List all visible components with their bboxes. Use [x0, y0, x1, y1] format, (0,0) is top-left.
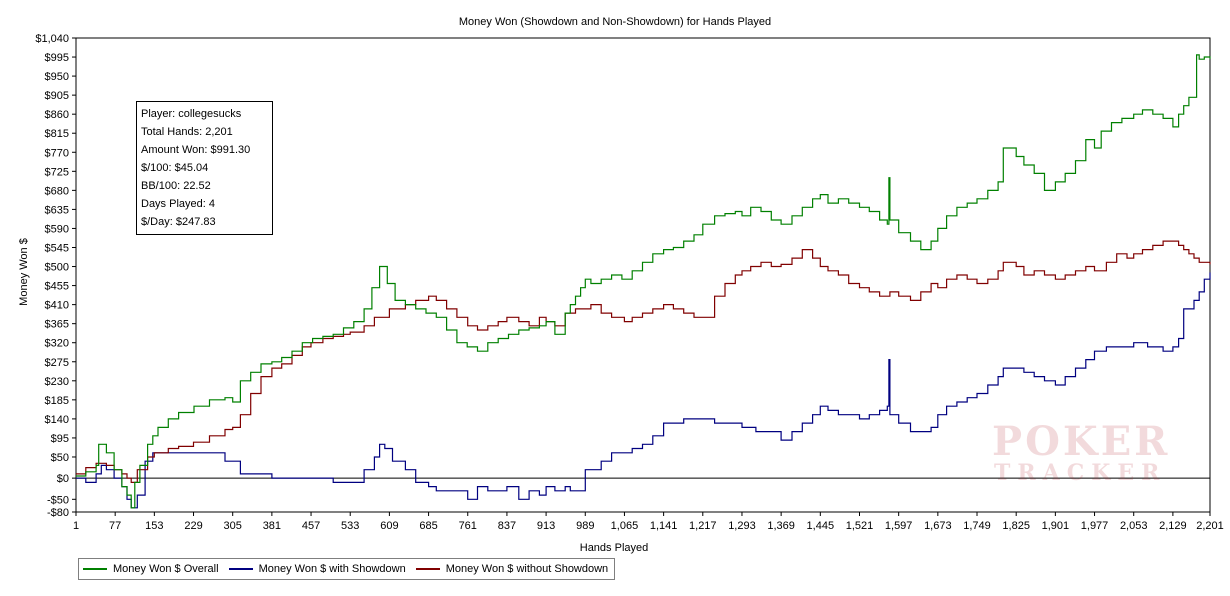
x-tick-label: 913	[537, 520, 555, 532]
stat-total-hands: Total Hands: 2,201	[141, 126, 233, 138]
x-tick-label: 1,977	[1081, 520, 1109, 532]
chart-title: Money Won (Showdown and Non-Showdown) fo…	[459, 16, 771, 28]
legend-label-non-showdown: Money Won $ without Showdown	[445, 563, 609, 575]
x-tick-label: 1,065	[611, 520, 639, 532]
stat-days-played: Days Played: 4	[141, 198, 215, 210]
legend-swatch-showdown	[228, 568, 253, 570]
x-tick-label: 1,597	[885, 520, 913, 532]
x-tick-label: 2,129	[1159, 520, 1187, 532]
y-tick-label: -$80	[47, 507, 69, 519]
y-tick-label: $455	[45, 281, 69, 293]
x-tick-label: 1,673	[924, 520, 952, 532]
y-tick-label: $860	[45, 109, 69, 121]
x-tick-label: 381	[263, 520, 281, 532]
y-tick-label: $905	[45, 90, 69, 102]
x-tick-label: 761	[459, 520, 477, 532]
y-tick-label: $725	[45, 166, 69, 178]
y-tick-label: $995	[45, 52, 69, 64]
stat-bb-100: BB/100: 22.52	[141, 180, 211, 192]
y-tick-label: $635	[45, 204, 69, 216]
y-tick-label: $410	[45, 300, 69, 312]
pokertracker-watermark-logo: POKER TRACKER	[992, 418, 1192, 490]
y-tick-label: -$50	[47, 494, 69, 506]
legend-label-overall: Money Won $ Overall	[113, 563, 219, 575]
x-tick-label: 1,825	[1002, 520, 1030, 532]
x-tick-label: 305	[224, 520, 242, 532]
x-tick-label: 1,521	[846, 520, 874, 532]
x-tick-label: 989	[576, 520, 594, 532]
x-tick-label: 533	[341, 520, 359, 532]
y-tick-label: $95	[51, 433, 69, 445]
legend-item-overall: Money Won $ Overall	[83, 563, 219, 575]
y-axis-label: Money Won $	[18, 238, 30, 306]
x-axis-label: Hands Played	[580, 542, 649, 554]
series-line-money-won-without-showdown	[76, 240, 1211, 483]
y-tick-label: $320	[45, 338, 69, 350]
y-tick-label: $545	[45, 242, 69, 254]
y-axis-ticks: -$80-$50 $0 $50 $95 $140 $185 $230 $275 $320 $365…	[35, 33, 76, 519]
x-tick-label: 1,217	[689, 520, 717, 532]
watermark-top-text: POKER	[992, 418, 1171, 465]
series-line-money-won-with-showdown	[76, 272, 1211, 509]
stat-per-day: $/Day: $247.83	[141, 216, 216, 228]
x-tick-label: 609	[380, 520, 398, 532]
y-tick-label: $185	[45, 395, 69, 407]
y-tick-label: $0	[57, 473, 69, 485]
stat-amount-won: Amount Won: $991.30	[141, 144, 251, 156]
y-tick-label: $500	[45, 262, 69, 274]
y-tick-label: $140	[45, 414, 69, 426]
x-tick-label: 229	[184, 520, 202, 532]
x-tick-label: 77	[109, 520, 121, 532]
x-tick-label: 457	[302, 520, 320, 532]
x-tick-label: 2,053	[1120, 520, 1148, 532]
x-tick-label: 153	[145, 520, 163, 532]
y-tick-label: $680	[45, 185, 69, 197]
x-tick-label: 1,901	[1042, 520, 1070, 532]
x-tick-label: 1,445	[807, 520, 835, 532]
x-tick-label: 1,141	[650, 520, 678, 532]
y-tick-label: $275	[45, 357, 69, 369]
legend-swatch-overall	[83, 568, 107, 570]
x-tick-label: 1	[73, 520, 79, 532]
legend-label-showdown: Money Won $ with Showdown	[258, 563, 406, 575]
x-axis-ticks: 1 77 153 229 305 381 457 533 609 685 761 837 913 989 1…	[73, 512, 1224, 532]
y-tick-label: $1,040	[35, 33, 69, 45]
y-tick-label: $770	[45, 147, 69, 159]
y-tick-label: $590	[45, 223, 69, 235]
y-tick-label: $365	[45, 319, 69, 331]
y-tick-label: $815	[45, 128, 69, 140]
y-tick-label: $50	[51, 452, 69, 464]
legend-item-non-showdown: Money Won $ without Showdown	[415, 563, 609, 575]
x-tick-label: 1,749	[963, 520, 991, 532]
stat-per-100: $/100: $45.04	[141, 162, 209, 174]
watermark-bottom-text: TRACKER	[994, 460, 1167, 486]
legend-item-showdown: Money Won $ with Showdown	[228, 563, 406, 575]
x-tick-label: 685	[419, 520, 437, 532]
y-tick-label: $230	[45, 376, 69, 388]
series-lines	[76, 54, 1211, 509]
x-tick-label: 837	[498, 520, 516, 532]
y-tick-label: $950	[45, 71, 69, 83]
x-tick-label: 1,369	[767, 520, 795, 532]
chart-legend: Money Won $ Overall Money Won $ with Sho…	[78, 558, 616, 580]
x-tick-label: 1,293	[728, 520, 756, 532]
legend-swatch-non-showdown	[415, 568, 440, 570]
player-stats-box: Player: collegesucks Total Hands: 2,201 …	[136, 101, 273, 235]
series-line-money-won-overall	[76, 54, 1211, 509]
x-tick-label: 2,201	[1196, 520, 1224, 532]
stat-player: Player: collegesucks	[141, 108, 242, 120]
